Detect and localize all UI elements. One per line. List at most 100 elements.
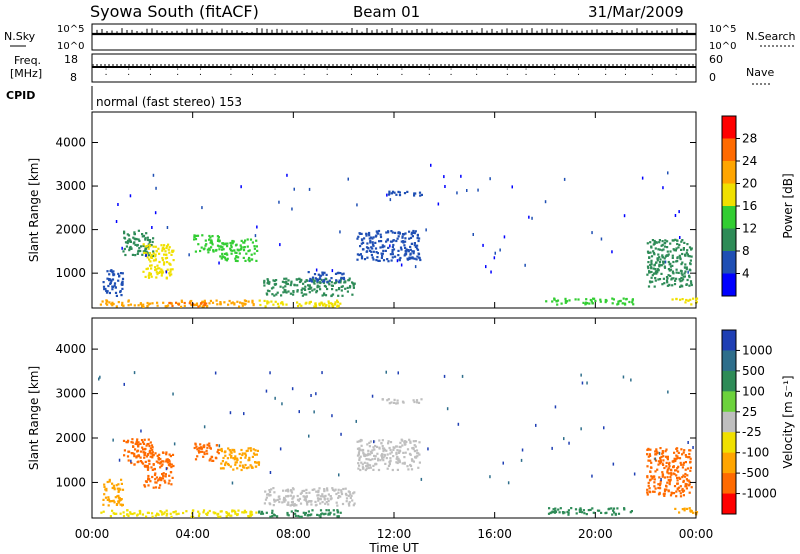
data-cell: [250, 253, 253, 256]
data-cell: [297, 499, 300, 502]
data-cell: [122, 439, 126, 442]
data-cell: [333, 513, 336, 516]
data-cell: [351, 293, 354, 296]
data-cell: [209, 457, 212, 460]
data-cell: [653, 285, 656, 288]
data-cell: [389, 240, 393, 243]
data-cell: [119, 488, 122, 491]
data-cell: [253, 252, 256, 255]
data-cell: [380, 240, 383, 243]
data-cell: [415, 247, 419, 250]
data-cell: [159, 510, 162, 513]
data-cell: [351, 499, 354, 502]
data-cell: [142, 305, 145, 308]
data-cell: [223, 256, 227, 259]
data-cell: [158, 478, 161, 481]
data-cell: [242, 246, 245, 249]
data-cell: [679, 477, 682, 480]
data-cell: [647, 251, 650, 254]
data-cell: [136, 461, 139, 464]
data-cell: [376, 231, 379, 234]
data-cell: [282, 291, 285, 294]
data-cell: [370, 236, 373, 239]
data-cell: [310, 513, 313, 516]
data-cell: [684, 468, 687, 471]
data-cell: [390, 259, 393, 262]
data-cell: [164, 473, 167, 476]
data-cell: [255, 511, 258, 514]
data-cell: [357, 462, 360, 465]
data-cell: [142, 250, 145, 253]
data-cell: [139, 245, 143, 248]
data-cell: [150, 466, 153, 469]
data-cell: [285, 291, 288, 294]
data-cell: [658, 265, 661, 268]
data-cell: [308, 491, 311, 494]
data-cell: [305, 501, 309, 504]
data-cell: [301, 287, 304, 290]
data-cell: [274, 499, 278, 502]
data-cell: [208, 442, 211, 445]
data-cell: [196, 234, 200, 237]
data-cell: [413, 242, 416, 245]
data-cell: [667, 274, 670, 277]
data-cell: [161, 249, 164, 252]
data-cell: [203, 452, 206, 456]
data-cell: [331, 288, 334, 291]
data-cell: [363, 237, 366, 240]
data-cell: [396, 449, 399, 452]
data-cell: [410, 468, 414, 471]
data-cell: [253, 245, 256, 248]
data-cell: [671, 284, 674, 287]
data-cell: [360, 242, 363, 245]
data-cell: [408, 438, 411, 441]
data-cell: [672, 465, 675, 469]
data-cell: [199, 302, 203, 305]
data-cell: [142, 303, 145, 306]
data-cell: [227, 447, 230, 450]
data-cell: [335, 501, 338, 504]
data-cell: [243, 509, 246, 512]
data-cell: [557, 508, 560, 511]
data-cell: [161, 463, 164, 466]
data-cell: [105, 487, 108, 490]
data-cell: [115, 294, 118, 297]
data-cell: [313, 282, 316, 285]
sparse-echo: [531, 216, 533, 220]
data-cell: [162, 512, 165, 515]
data-cell: [359, 468, 362, 472]
data-cell: [249, 449, 253, 452]
data-cell: [146, 256, 149, 259]
data-cell: [417, 253, 421, 256]
data-cell: [680, 248, 683, 251]
sparse-echo: [218, 444, 221, 448]
data-cell: [415, 399, 419, 402]
data-cell: [128, 240, 131, 243]
data-cell: [245, 467, 249, 470]
data-cell: [255, 245, 258, 248]
x-tick-label: 00:00: [75, 527, 110, 541]
data-cell: [133, 241, 136, 244]
data-cell: [651, 475, 654, 478]
data-cell: [657, 460, 660, 463]
data-cell: [162, 263, 166, 266]
data-cell: [677, 451, 680, 454]
data-cell: [413, 400, 416, 404]
colorbar-cell: [722, 370, 736, 392]
data-cell: [148, 451, 151, 454]
data-cell: [222, 456, 225, 460]
data-cell: [677, 470, 680, 473]
data-cell: [675, 247, 678, 250]
nave-dip-marker: ⁚: [475, 68, 478, 78]
data-cell: [377, 229, 381, 233]
data-cell: [273, 283, 276, 286]
data-cell: [364, 454, 367, 458]
data-cell: [391, 190, 395, 193]
data-cell: [399, 246, 403, 249]
data-cell: [673, 283, 677, 286]
data-cell: [316, 286, 319, 289]
colorbar-cell: [722, 411, 736, 433]
data-cell: [317, 273, 320, 276]
data-cell: [648, 270, 651, 273]
data-cell: [139, 450, 143, 453]
